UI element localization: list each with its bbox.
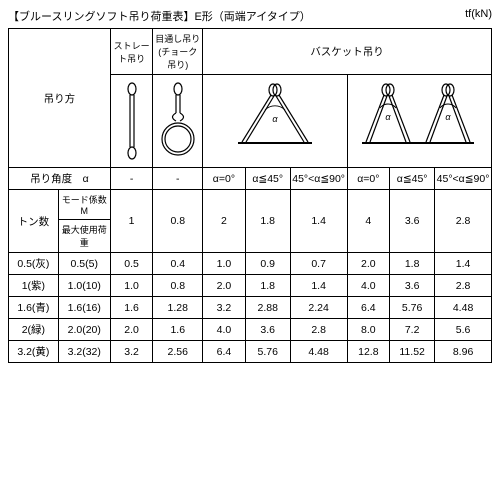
mode-5: 4 [347,190,390,253]
angle-row: 吊り角度 α - - α=0° α≦45° 45°<α≦90° α=0° α≦4… [9,168,492,190]
table-row: 0.5(灰)0.5(5)0.50.41.00.90.72.01.81.4 [9,253,492,275]
mode-0: 1 [110,190,153,253]
mode-row: トン数 モード係数M 1 0.8 2 1.8 1.4 4 3.6 2.8 [9,190,492,220]
angle-dash-2: - [153,168,203,190]
table-row: 3.2(黄)3.2(32)3.22.566.45.764.4812.811.52… [9,341,492,363]
hdr-mode-coef: モード係数M [58,190,110,220]
cell-value: 3.2 [203,297,246,319]
cell-value: 5.76 [390,297,435,319]
hdr-basket: バスケット吊り [203,29,492,75]
cell-value: 0.5 [110,253,153,275]
cell-load: 1.0(10) [58,275,110,297]
svg-text:α: α [386,112,392,122]
cell-value: 3.2 [110,341,153,363]
cell-value: 3.6 [245,319,290,341]
cell-value: 11.52 [390,341,435,363]
table-row: 1.6(青)1.6(16)1.61.283.22.882.246.45.764.… [9,297,492,319]
angle-dash-1: - [110,168,153,190]
cell-load: 3.2(32) [58,341,110,363]
cell-value: 4.0 [347,275,390,297]
diagram-straight [110,75,153,168]
svg-text:α: α [272,114,278,124]
cell-value: 2.88 [245,297,290,319]
cell-value: 4.0 [203,319,246,341]
cell-value: 1.28 [153,297,203,319]
angle-a90-2: 45°<α≦90° [435,168,492,190]
cell-value: 0.4 [153,253,203,275]
cell-load: 0.5(5) [58,253,110,275]
cell-value: 2.0 [203,275,246,297]
table-row: 2(緑)2.0(20)2.01.64.03.62.88.07.25.6 [9,319,492,341]
cell-value: 6.4 [347,297,390,319]
mode-4: 1.4 [290,190,347,253]
cell-value: 7.2 [390,319,435,341]
unit-label: tf(kN) [465,8,492,24]
cell-value: 2.0 [347,253,390,275]
cell-value: 0.7 [290,253,347,275]
diagram-choker [153,75,203,168]
cell-value: 1.8 [390,253,435,275]
cell-value: 2.8 [290,319,347,341]
cell-ton: 1(紫) [9,275,59,297]
hdr-tons: トン数 [9,190,59,253]
hdr-straight: ストレート吊り [110,29,153,75]
cell-ton: 1.6(青) [9,297,59,319]
cell-value: 8.0 [347,319,390,341]
cell-ton: 0.5(灰) [9,253,59,275]
table-title: 【ブルースリングソフト吊り荷重表】E形（両端アイタイプ） [8,8,311,24]
cell-value: 1.0 [110,275,153,297]
cell-ton: 2(緑) [9,319,59,341]
cell-load: 2.0(20) [58,319,110,341]
cell-ton: 3.2(黄) [9,341,59,363]
cell-value: 3.6 [390,275,435,297]
cell-value: 2.56 [153,341,203,363]
mode-3: 1.8 [245,190,290,253]
cell-value: 1.6 [153,319,203,341]
load-table: 吊り方 ストレート吊り 目通し吊り(チョーク吊り) バスケット吊り [8,28,492,363]
cell-value: 5.6 [435,319,492,341]
mode-1: 0.8 [153,190,203,253]
cell-value: 8.96 [435,341,492,363]
cell-value: 1.8 [245,275,290,297]
cell-value: 5.76 [245,341,290,363]
cell-value: 4.48 [290,341,347,363]
diagram-basket-double: α α [347,75,491,168]
hdr-choker: 目通し吊り(チョーク吊り) [153,29,203,75]
mode-6: 3.6 [390,190,435,253]
cell-value: 0.8 [153,275,203,297]
cell-value: 4.48 [435,297,492,319]
cell-value: 2.8 [435,275,492,297]
svg-text:α: α [446,112,452,122]
angle-a45-2: α≦45° [390,168,435,190]
table-row: 1(紫)1.0(10)1.00.82.01.81.44.03.62.8 [9,275,492,297]
hdr-max-load: 最大使用荷重 [58,220,110,253]
angle-a45-1: α≦45° [245,168,290,190]
angle-a90-1: 45°<α≦90° [290,168,347,190]
cell-value: 1.6 [110,297,153,319]
angle-a0-1: α=0° [203,168,246,190]
mode-7: 2.8 [435,190,492,253]
cell-value: 0.9 [245,253,290,275]
mode-2: 2 [203,190,246,253]
cell-value: 6.4 [203,341,246,363]
cell-value: 1.4 [435,253,492,275]
angle-a0-2: α=0° [347,168,390,190]
cell-value: 1.4 [290,275,347,297]
diagram-basket-single: α [203,75,347,168]
cell-value: 1.0 [203,253,246,275]
hdr-lifting-method: 吊り方 [9,29,111,168]
cell-value: 12.8 [347,341,390,363]
cell-value: 2.24 [290,297,347,319]
hdr-angle: 吊り角度 α [9,168,111,190]
cell-load: 1.6(16) [58,297,110,319]
cell-value: 2.0 [110,319,153,341]
